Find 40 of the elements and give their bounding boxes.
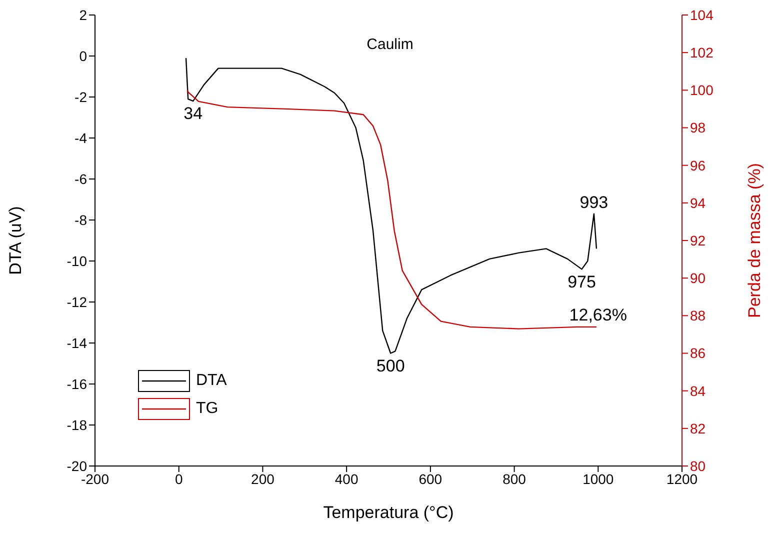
x-axis-title: Temperatura (°C): [323, 503, 454, 522]
x-tick-label: 0: [174, 470, 183, 487]
text: Caulim: [366, 36, 414, 53]
y-tick-label: -18: [66, 416, 88, 433]
annotation: 993: [580, 192, 608, 212]
y-tick-label: -8: [74, 212, 88, 228]
y2-tick-label: 82: [690, 420, 706, 436]
y2-axis-title: Perda de massa (%): [745, 163, 764, 318]
y2-tick-label: 94: [690, 194, 706, 211]
y2-tick-label: 86: [690, 345, 706, 362]
y-tick-label: 2: [79, 6, 88, 23]
annotation: 34: [184, 104, 203, 124]
y-axis-title: DTA (uV): [6, 206, 26, 275]
y2-tick-label: 98: [690, 120, 706, 136]
y2-tick-label: 90: [690, 270, 706, 286]
y-tick-label: -4: [74, 130, 88, 146]
y2-tick-label: 102: [690, 44, 714, 61]
y-tick-label: 0: [79, 48, 88, 64]
y2-tick-label: 88: [690, 308, 706, 324]
x-tick-label: 400: [334, 470, 358, 487]
x-tick-label: 200: [251, 470, 275, 487]
legend-label: TG: [196, 400, 218, 418]
y-tick-label: -2: [74, 88, 88, 105]
y-tick-label: -6: [74, 170, 88, 187]
y2-tick-label: 92: [690, 232, 706, 248]
y2-tick-label: 104: [690, 6, 714, 23]
annotation: 500: [376, 356, 405, 376]
x-tick-label: 800: [502, 470, 526, 487]
y2-tick-label: 96: [690, 157, 706, 174]
y-tick-label: -10: [66, 252, 88, 269]
y-tick-label: -12: [66, 294, 88, 310]
legend-label: DTA: [196, 372, 227, 390]
x-tick-label: 1000: [582, 470, 614, 487]
y-tick-label: -14: [66, 334, 88, 351]
annotation: 12,63%: [569, 306, 627, 325]
y2-tick-label: 100: [690, 82, 714, 98]
x-tick-label: 600: [418, 470, 442, 487]
y-tick-label: -16: [66, 376, 88, 392]
y2-tick-label: 84: [690, 382, 706, 399]
annotation: 975: [568, 272, 596, 292]
